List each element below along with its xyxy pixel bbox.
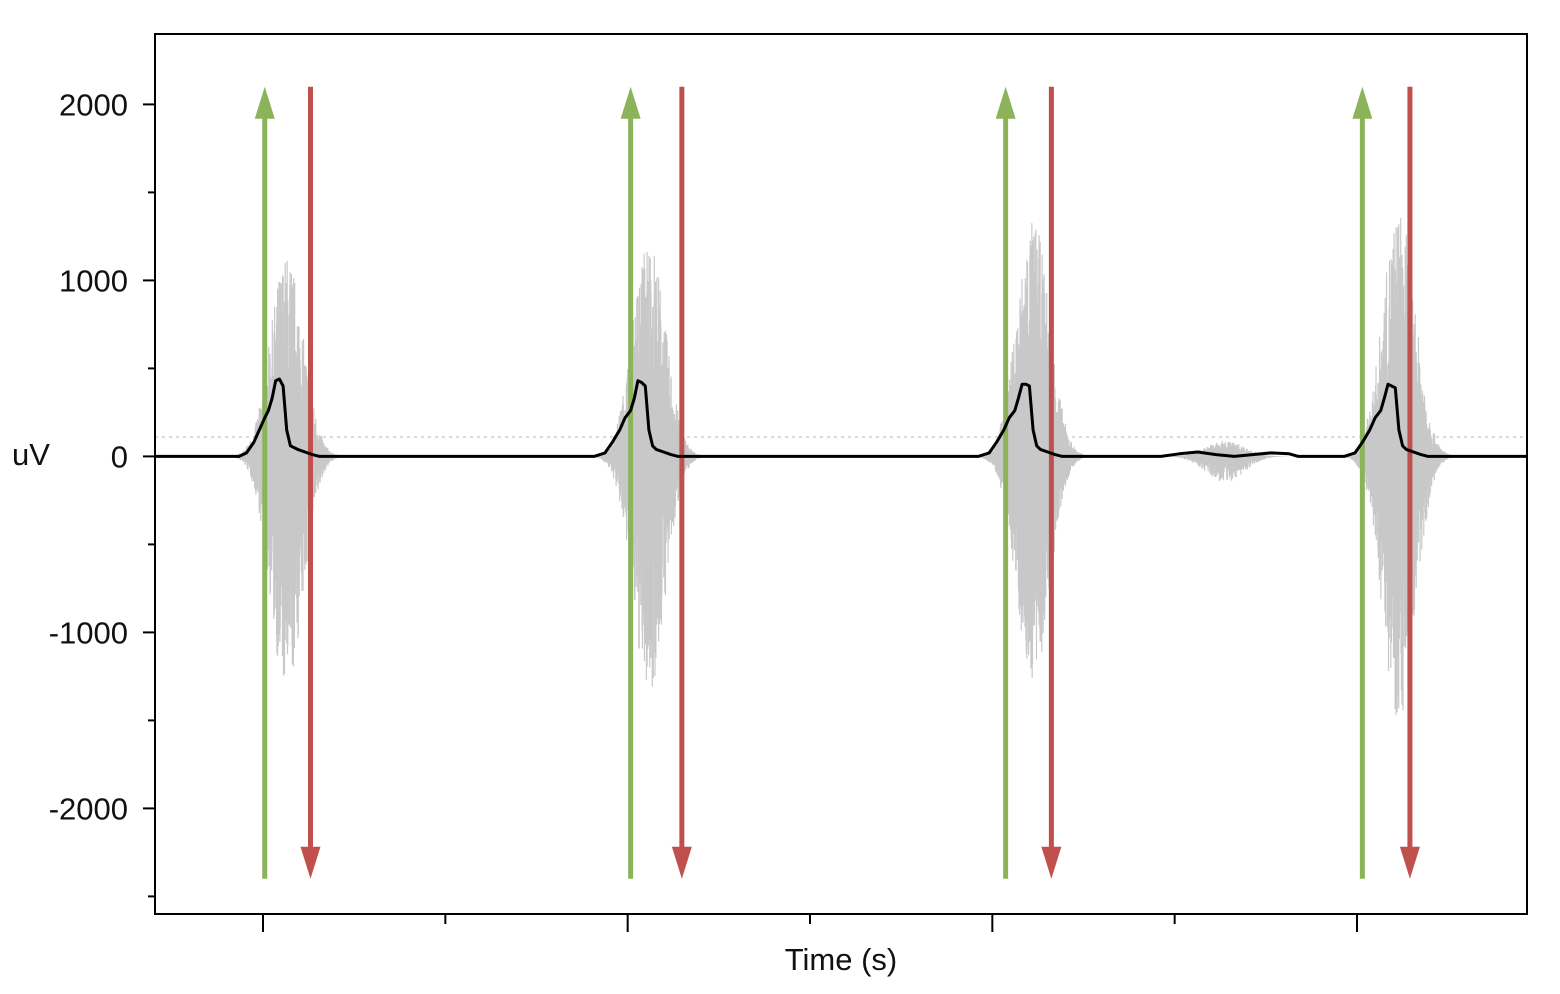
y-tick-label: -1000 <box>49 615 128 650</box>
y-tick-label: 1000 <box>59 263 128 298</box>
offset-marker-4 <box>1399 86 1420 879</box>
y-tick-label: 0 <box>111 439 128 474</box>
y-axis-label: uV <box>12 437 50 472</box>
offset-marker-2 <box>671 86 692 879</box>
x-axis-label: Time (s) <box>785 942 898 977</box>
envelope-layer <box>155 377 1527 458</box>
onset-marker-2 <box>620 86 641 879</box>
y-tick-label: -2000 <box>49 791 128 826</box>
offset-marker-1 <box>300 86 321 879</box>
onset-marker-1 <box>254 86 275 879</box>
x-axis <box>262 914 1358 932</box>
envelope-line <box>155 377 1527 458</box>
plot-frame <box>154 33 1528 915</box>
y-tick-label: 2000 <box>59 87 128 122</box>
offset-marker-3 <box>1041 86 1062 879</box>
y-axis: 2000 1000 0 -1000 -2000 <box>49 87 155 898</box>
onset-marker-4 <box>1352 86 1373 879</box>
plot-area <box>155 34 1527 914</box>
marker-layer <box>254 86 1420 879</box>
onset-marker-3 <box>995 86 1016 879</box>
